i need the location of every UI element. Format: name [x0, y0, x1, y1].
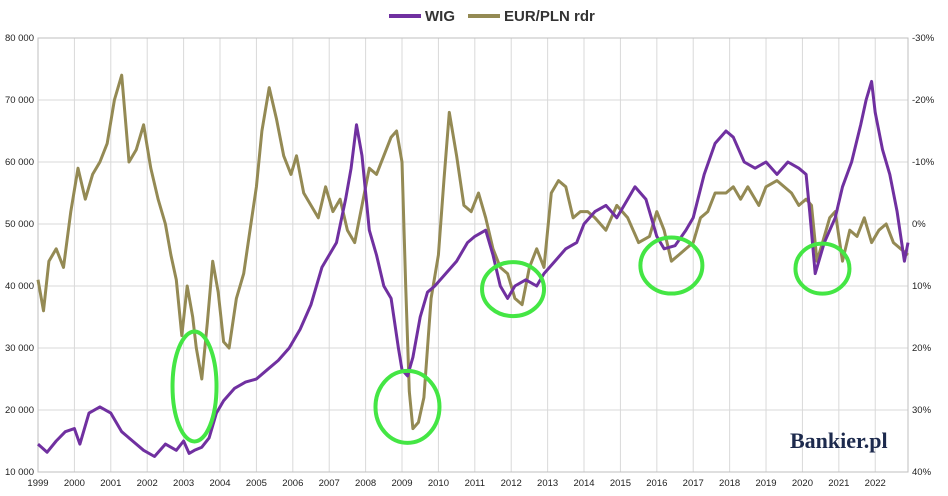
legend-label-wig: WIG [425, 8, 455, 25]
x-tick-label: 2019 [755, 478, 776, 489]
x-tick-label: 2005 [246, 478, 267, 489]
y-right-tick-label: 0% [912, 219, 926, 230]
annotation-circle [170, 329, 219, 444]
x-tick-label: 2008 [355, 478, 376, 489]
x-axis: 1999 2000 2001 2002 2003 2004 2005 2006 2007 2008… [27, 478, 885, 489]
x-tick-label: 2021 [828, 478, 849, 489]
y-right-tick-label: -10% [912, 157, 935, 168]
y-left-tick-label: 70 000 [5, 95, 34, 106]
wig-line [37, 79, 910, 458]
x-tick-label: 2006 [282, 478, 303, 489]
annotation-circle [373, 368, 442, 445]
x-tick-label: 2007 [319, 478, 340, 489]
x-tick-label: 2012 [501, 478, 522, 489]
y-right-tick-label: 20% [912, 343, 932, 354]
annotation-circles [170, 235, 852, 445]
y-right-tick-label: 30% [912, 405, 932, 416]
x-tick-label: 2004 [209, 478, 230, 489]
x-tick-label: 2001 [100, 478, 121, 489]
x-tick-label: 2016 [646, 478, 667, 489]
x-tick-label: 2000 [64, 478, 85, 489]
y-right-tick-label: 10% [912, 281, 932, 292]
x-tick-label: 2020 [792, 478, 813, 489]
x-tick-label: 2011 [465, 478, 485, 489]
x-tick-label: 2013 [537, 478, 558, 489]
x-tick-label: 2014 [573, 478, 594, 489]
y-left-tick-label: 40 000 [5, 281, 34, 292]
annotation-circle [480, 260, 547, 319]
series-lines [36, 73, 910, 458]
y-right-tick-label: 40% [912, 467, 932, 478]
y-left-tick-label: 20 000 [5, 405, 34, 416]
x-tick-label: 1999 [27, 478, 48, 489]
x-tick-label: 2015 [610, 478, 631, 489]
x-tick-label: 2003 [173, 478, 194, 489]
eurpln-line [36, 73, 909, 431]
y-right-tick-label: -30% [912, 33, 935, 44]
x-tick-label: 2009 [391, 478, 412, 489]
x-tick-label: 2002 [137, 478, 158, 489]
y-axis-right: -30% -20% -10% 0% 10% 20% 30% 40% [912, 33, 935, 478]
plot-frame [37, 37, 909, 473]
x-tick-label: 2017 [683, 478, 704, 489]
y-right-tick-label: -20% [912, 95, 935, 106]
brand-logo: Bankier.pl [790, 428, 888, 453]
y-axis-left: 10 000 20 000 30 000 40 000 50 000 60 000 70 0… [5, 33, 34, 478]
y-left-tick-label: 10 000 [5, 467, 34, 478]
annotation-circle [638, 235, 705, 296]
legend: WIG EUR/PLN rdr [389, 8, 595, 25]
y-left-tick-label: 80 000 [5, 33, 34, 44]
grid [37, 37, 909, 473]
y-left-tick-label: 60 000 [5, 157, 34, 168]
y-left-tick-label: 30 000 [5, 343, 34, 354]
legend-label-eurpln: EUR/PLN rdr [504, 8, 595, 25]
x-tick-label: 2010 [428, 478, 449, 489]
x-tick-label: 2022 [865, 478, 886, 489]
annotation-circle [793, 241, 852, 296]
x-tick-label: 2018 [719, 478, 740, 489]
y-left-tick-label: 50 000 [5, 219, 34, 230]
